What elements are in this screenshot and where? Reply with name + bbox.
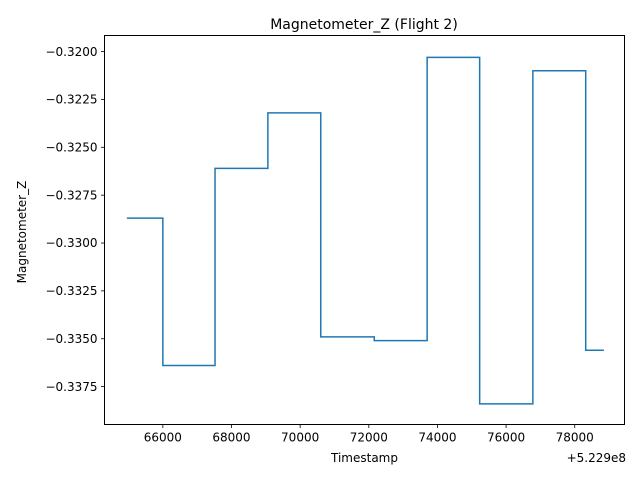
y-tick-label: −0.3200 [45, 45, 97, 59]
series-line-0 [126, 56, 604, 405]
y-tick-label: −0.3300 [45, 236, 97, 250]
x-tick-label: 74000 [418, 431, 456, 445]
x-tick-label: 72000 [350, 431, 388, 445]
x-axis-ticks: 66000 68000 70000 72000 74000 76000 78000 [144, 424, 594, 445]
plot-area [126, 56, 604, 405]
chart-title: Magnetometer_Z (Flight 2) [270, 17, 458, 33]
y-tick-label: −0.3250 [45, 140, 97, 154]
y-tick-label: −0.3350 [45, 332, 97, 346]
y-tick-label: −0.3325 [45, 284, 97, 298]
x-tick-label: 70000 [281, 431, 319, 445]
x-axis-label: Timestamp [330, 451, 398, 465]
y-tick-label: −0.3225 [45, 93, 97, 107]
y-axis-ticks: −0.3200 −0.3225 −0.3250 −0.3275 −0.3300 −0.33… [45, 45, 105, 394]
y-tick-label: −0.3275 [45, 188, 97, 202]
x-tick-label: 66000 [144, 431, 182, 445]
x-tick-label: 68000 [212, 431, 250, 445]
x-axis-offset-label: +5.229e8 [567, 451, 626, 465]
y-tick-label: −0.3375 [45, 380, 97, 394]
y-axis-label: Magnetometer_Z [15, 181, 29, 284]
x-tick-label: 78000 [556, 431, 594, 445]
axes-frame [104, 35, 625, 425]
x-tick-label: 76000 [487, 431, 525, 445]
